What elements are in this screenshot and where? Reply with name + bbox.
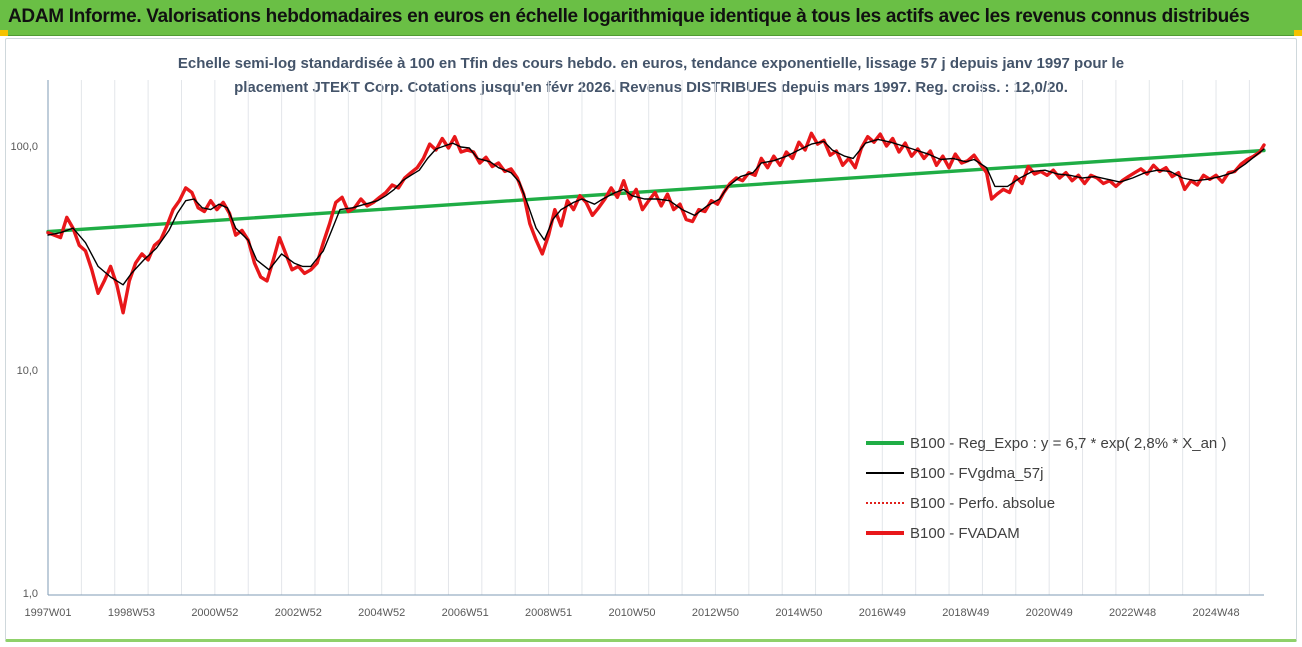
x-tick-label: 2016W49 <box>859 607 906 619</box>
legend-item-fvadam: B100 - FVADAM <box>866 518 1286 548</box>
legend-item-smoothed: B100 - FVgdma_57j <box>866 458 1286 488</box>
chart-legend: B100 - Reg_Expo : y = 6,7 * exp( 2,8% * … <box>866 428 1286 548</box>
legend-label-smoothed: B100 - FVgdma_57j <box>910 464 1044 482</box>
x-tick-label: 2014W50 <box>775 607 822 619</box>
x-tick-label: 1998W53 <box>108 607 155 619</box>
tick-labels: 100,0 10,0 1,0 1997W01 1998W53 2000W52 2002W52… <box>10 141 1239 619</box>
series-lines <box>46 131 1266 315</box>
y-tick-label: 10,0 <box>17 365 38 377</box>
legend-swatch-absolute-perf <box>866 502 904 504</box>
report-title: ADAM Informe. Valorisations hebdomadaire… <box>8 6 1250 27</box>
x-tick-label: 2020W49 <box>1026 607 1073 619</box>
x-tick-label: 2004W52 <box>358 607 405 619</box>
series-line-fvadam <box>46 131 1266 315</box>
legend-item-absolute-perf: B100 - Perfo. absolue <box>866 488 1286 518</box>
x-tick-label: 2018W49 <box>942 607 989 619</box>
x-tick-label: 2022W48 <box>1109 607 1156 619</box>
x-tick-label: 2000W52 <box>191 607 238 619</box>
legend-label-regression: B100 - Reg_Expo : y = 6,7 * exp( 2,8% * … <box>910 434 1227 452</box>
legend-swatch-smoothed <box>866 472 904 474</box>
legend-item-regression: B100 - Reg_Expo : y = 6,7 * exp( 2,8% * … <box>866 428 1286 458</box>
banner-corner-right <box>1294 30 1302 36</box>
legend-swatch-fvadam <box>866 531 904 535</box>
x-tick-label: 2008W51 <box>525 607 572 619</box>
x-tick-label: 2006W51 <box>442 607 489 619</box>
series-line-regression <box>46 148 1266 234</box>
x-tick-label: 2002W52 <box>275 607 322 619</box>
x-tick-label: 2012W50 <box>692 607 739 619</box>
x-tick-label: 2010W50 <box>608 607 655 619</box>
chart-frame <box>5 38 1297 642</box>
series-line-smoothed <box>47 138 1265 286</box>
x-tick-label: 2024W48 <box>1192 607 1239 619</box>
y-tick-label: 100,0 <box>10 141 38 153</box>
chart-subtitle-line-1: Echelle semi-log standardisée à 100 en T… <box>177 55 1125 72</box>
legend-label-fvadam: B100 - FVADAM <box>910 524 1020 542</box>
chart-subtitle-line-2: placement JTEKT Corp. Cotations jusqu'en… <box>234 79 1068 96</box>
banner-corner-left <box>0 30 8 36</box>
legend-label-absolute-perf: B100 - Perfo. absolue <box>910 494 1056 512</box>
vertical-gridlines <box>80 80 1250 595</box>
title-banner: ADAM Informe. Valorisations hebdomadaire… <box>0 0 1302 36</box>
legend-swatch-regression <box>866 441 904 445</box>
y-tick-label: 1,0 <box>23 588 38 600</box>
x-tick-label: 1997W01 <box>24 607 71 619</box>
axes <box>47 80 1264 596</box>
